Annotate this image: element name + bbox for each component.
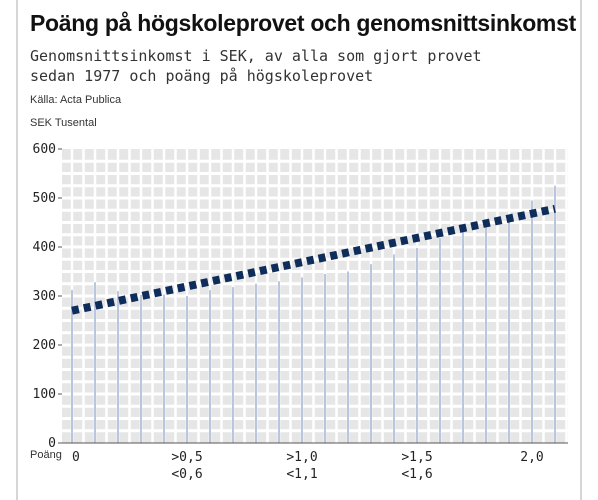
y-tick-label: 100 <box>33 387 56 402</box>
x-tick-label: <1,1 <box>286 467 317 482</box>
y-tick-label: 400 <box>33 240 56 255</box>
x-tick-label: 2,0 <box>520 450 543 465</box>
y-tick-label: 0 <box>48 436 56 451</box>
trend-line <box>71 204 556 315</box>
source-note: Källa: Acta Publica <box>30 94 122 106</box>
axes: 0 100 200 300 400 500 600 0 >0,5 <0,6 >1,0 <1,1 >1,5… <box>33 142 568 482</box>
subtitle-line-1: Genomsnittsinkomst i SEK, av alla som gj… <box>30 47 482 65</box>
bar-series <box>71 185 556 443</box>
plot-background <box>62 149 568 443</box>
subtitle-line-2: sedan 1977 och poäng på högskoleprovet <box>30 67 374 85</box>
x-tick-label: >1,0 <box>286 450 317 465</box>
x-tick-label: <1,6 <box>401 467 432 482</box>
chart-title: Poäng på högskoleprovet och genomsnittsi… <box>30 10 576 36</box>
chart-subtitle: Genomsnittsinkomst i SEK, av alla som gj… <box>30 46 590 86</box>
x-tick-label: 0 <box>72 450 80 465</box>
y-tick-label: 300 <box>33 289 56 304</box>
x-tick-label: >0,5 <box>171 450 202 465</box>
y-tick-label: 500 <box>33 191 56 206</box>
x-tick-label: <0,6 <box>171 467 202 482</box>
x-tick-label: >1,5 <box>401 450 432 465</box>
y-tick-label: 600 <box>33 142 56 157</box>
y-tick-label: 200 <box>33 338 56 353</box>
chart-frame <box>16 0 582 500</box>
x-axis-label: Poäng <box>30 449 62 461</box>
trend-line-path <box>71 204 556 315</box>
y-axis-unit-label: SEK Tusental <box>30 117 97 129</box>
